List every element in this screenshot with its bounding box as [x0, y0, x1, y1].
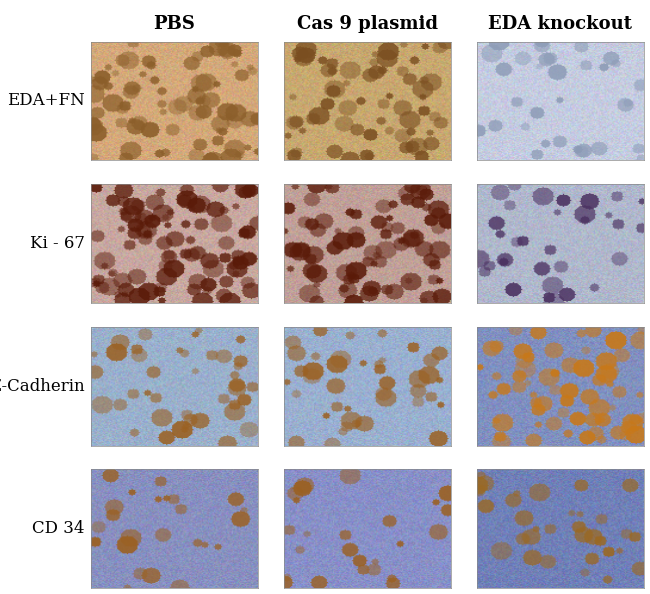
Text: EDA+FN: EDA+FN: [6, 93, 84, 109]
Text: E-Cadherin: E-Cadherin: [0, 378, 84, 394]
Text: EDA knockout: EDA knockout: [488, 15, 632, 33]
Text: Ki - 67: Ki - 67: [29, 235, 84, 252]
Text: CD 34: CD 34: [32, 520, 84, 537]
Text: Cas 9 plasmid: Cas 9 plasmid: [297, 15, 437, 33]
Text: PBS: PBS: [153, 15, 196, 33]
